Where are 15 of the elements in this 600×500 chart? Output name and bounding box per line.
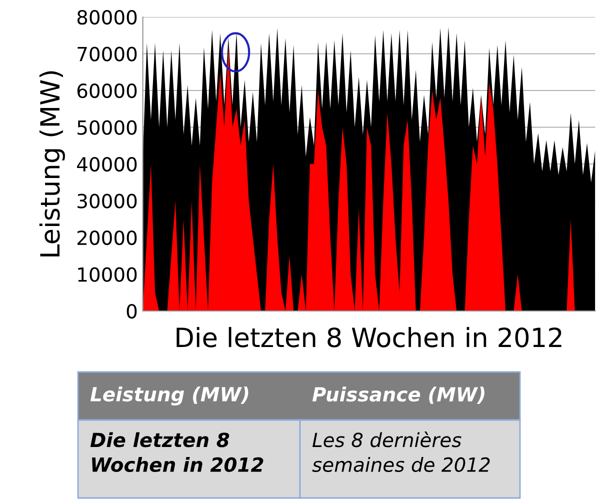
text: Les 8 dernières semaines de 2012: [312, 431, 490, 472]
x-axis-title: Die letzten 8 Wochen in 2012: [176, 326, 562, 348]
y-tick-label: 10000: [78, 267, 137, 282]
y-tick-label: 60000: [77, 83, 137, 98]
y-tick-label: 70000: [78, 46, 137, 62]
y-tick-label: 50000: [78, 120, 137, 135]
y-tick-label: 80000: [77, 10, 137, 25]
y-tick-label: 0: [126, 304, 137, 319]
text: Puissance (MW): [312, 386, 484, 404]
text: Die letzten 8 Wochen in 2012: [90, 432, 264, 472]
y-tick-label: 30000: [78, 194, 137, 208]
text: Leistung (MW): [90, 386, 248, 406]
y-axis-title: Leistung (MW): [39, 71, 65, 256]
y-tick-label: 20000: [78, 230, 137, 246]
y-tick-label: 40000: [77, 156, 137, 172]
